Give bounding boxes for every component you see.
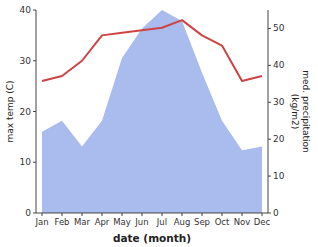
x-tick-label: Apr <box>95 217 110 227</box>
x-tick <box>122 213 123 216</box>
x-axis-label: date (month) <box>113 232 191 244</box>
y2-tick-label: 10 <box>273 171 285 181</box>
x-tick <box>262 213 263 216</box>
x-tick <box>62 213 63 216</box>
temperature-line <box>42 20 262 81</box>
x-tick-label: Aug <box>174 217 191 227</box>
x-tick <box>202 213 203 216</box>
x-tick-label: Jun <box>134 217 148 227</box>
y2-tick <box>268 102 271 103</box>
x-tick-label: Sep <box>194 217 210 227</box>
x-tick <box>82 213 83 216</box>
y2-tick-label: 20 <box>273 134 285 144</box>
y-tick-label: 0 <box>25 208 31 218</box>
y2-axis-label-line: med. precipitation <box>301 70 311 152</box>
x-tick-label: Nov <box>234 217 251 227</box>
y2-axis-label-line: (kg/m2) <box>290 94 300 129</box>
y2-tick <box>268 139 271 140</box>
x-tick-label: Feb <box>54 217 69 227</box>
y2-tick <box>268 28 271 29</box>
y-tick <box>33 10 36 11</box>
y2-tick-label: 50 <box>273 23 285 33</box>
x-tick-label: Jan <box>34 217 48 227</box>
y-tick-label: 30 <box>20 56 32 66</box>
y2-tick <box>268 65 271 66</box>
x-tick-label: Jul <box>156 217 167 227</box>
y2-tick-label: 0 <box>273 208 279 218</box>
y2-tick <box>268 176 271 177</box>
y-tick <box>33 111 36 112</box>
precipitation-area <box>42 10 262 213</box>
x-tick <box>242 213 243 216</box>
x-tick <box>222 213 223 216</box>
x-axis-line <box>36 213 268 214</box>
x-tick <box>182 213 183 216</box>
y2-tick-label: 30 <box>273 97 285 107</box>
x-tick <box>102 213 103 216</box>
x-tick <box>162 213 163 216</box>
x-tick-label: Oct <box>215 217 230 227</box>
y-tick <box>33 162 36 163</box>
x-tick-label: Mar <box>74 217 91 227</box>
x-tick-label: May <box>113 217 131 227</box>
y-axis-label: max temp (C) <box>5 80 15 142</box>
plot-area <box>42 10 262 213</box>
x-tick <box>42 213 43 216</box>
y-tick-label: 10 <box>20 157 32 167</box>
y-tick-label: 20 <box>20 107 32 117</box>
y-axis-label-line: max temp (C) <box>5 80 15 142</box>
y-tick <box>33 213 36 214</box>
y-tick-label: 40 <box>20 5 32 15</box>
y2-axis-label: med. precipitation(kg/m2) <box>290 70 311 152</box>
y2-tick <box>268 213 271 214</box>
x-tick-label: Dec <box>254 217 271 227</box>
y-tick <box>33 60 36 61</box>
y2-axis-line <box>268 10 269 213</box>
y2-tick-label: 40 <box>273 60 285 70</box>
x-tick <box>142 213 143 216</box>
